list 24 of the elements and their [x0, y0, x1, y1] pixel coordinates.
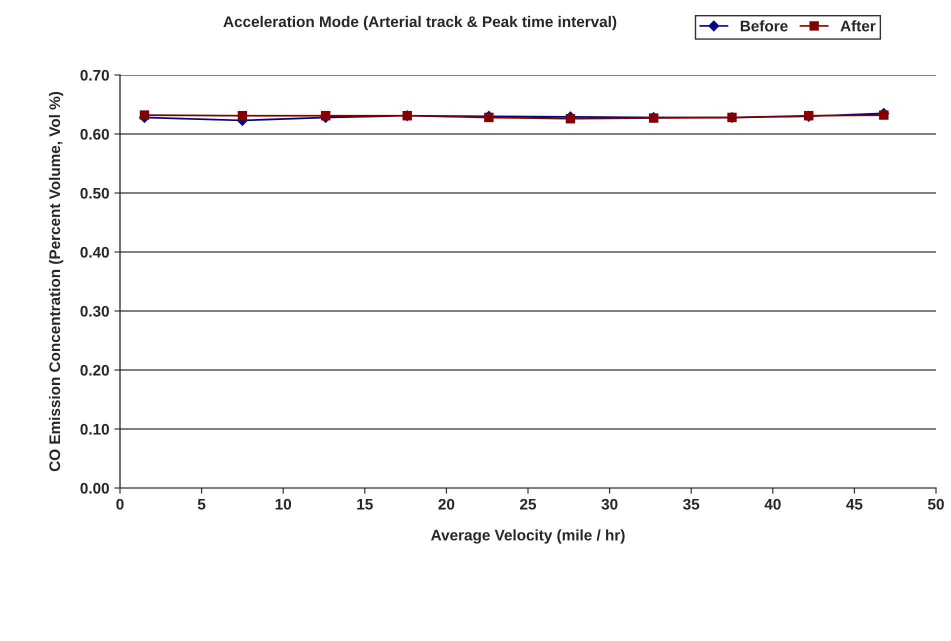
x-tick-label: 45	[846, 498, 862, 510]
x-tick-label: 15	[357, 498, 373, 510]
y-tick-label: 0.60	[80, 128, 109, 140]
y-tick-label: 0.20	[80, 364, 109, 376]
x-tick-label: 10	[276, 498, 292, 510]
x-tick-label: 40	[764, 498, 781, 510]
y-tick-label: 0.30	[80, 306, 109, 317]
x-tick-label: 0	[116, 498, 124, 510]
legend-label: Before	[740, 20, 788, 32]
x-tick-label: 5	[198, 498, 206, 510]
x-tick-label: 25	[520, 498, 536, 510]
y-tick-label: 0.70	[80, 70, 109, 81]
y-tick-label: 0.00	[80, 482, 109, 494]
x-tick-label: 20	[438, 498, 454, 510]
x-tick-label: 30	[601, 498, 618, 510]
y-tick-label: 0.10	[80, 424, 109, 435]
y-axis-title: CO Emission Concentration (Percent Volume, Vol %)	[48, 92, 64, 472]
legend-label: After	[840, 20, 876, 32]
x-tick-label: 50	[928, 498, 944, 510]
x-axis-title: Average Velocity (mile / hr)	[431, 529, 625, 544]
y-tick-label: 0.40	[80, 246, 109, 258]
x-tick-label: 35	[683, 498, 700, 510]
y-tick-label: 0.50	[80, 188, 109, 199]
chart-title: Acceleration Mode (Arterial track & Peak time interval)	[223, 16, 616, 30]
